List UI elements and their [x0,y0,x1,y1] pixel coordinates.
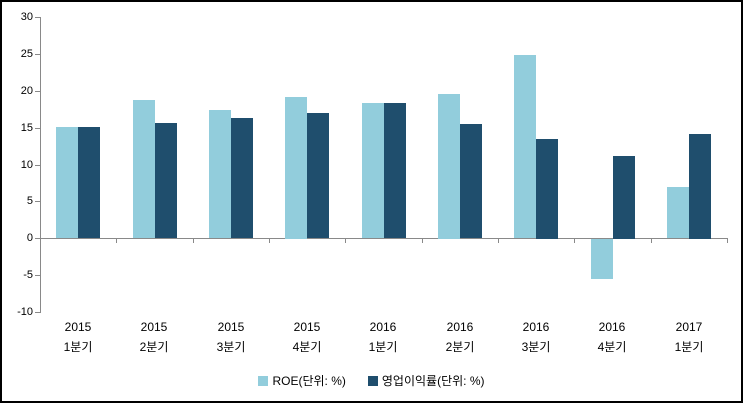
y-tick-label: -5 [23,269,33,281]
bar-roe [133,100,155,238]
x-category-label: 2015 1분기 [40,317,116,357]
x-category-year: 2015 [140,320,168,334]
y-axis-tick [35,165,40,166]
x-category-quarter: 3분기 [521,340,551,354]
x-axis-tick [116,238,117,243]
x-category-quarter: 2분기 [139,340,169,354]
legend-label-roe: ROE(단위: %) [272,374,346,388]
x-axis-tick [498,238,499,243]
x-category-quarter: 3분기 [216,340,246,354]
y-axis-tick [35,201,40,202]
x-category-quarter: 1분기 [63,340,93,354]
y-axis-line [40,17,41,313]
x-category-year: 2016 [446,320,474,334]
x-axis-tick [269,238,270,243]
bar-opm [689,134,711,239]
y-tick-label: 10 [20,159,33,171]
x-category-label: 2015 2분기 [116,317,192,357]
x-category-year: 2015 [217,320,245,334]
bar-opm [155,123,177,238]
bar-opm [613,156,635,239]
opm-series-swatch-icon [367,375,378,386]
y-tick-label: 0 [26,232,33,244]
x-axis-tick [651,238,652,243]
bar-roe [285,97,307,239]
y-axis-tick [35,54,40,55]
bar-opm [536,139,558,239]
x-category-year: 2016 [598,320,626,334]
x-category-year: 2016 [522,320,550,334]
x-category-quarter: 1분기 [368,340,398,354]
bar-opm [384,103,406,238]
x-axis-tick [40,238,41,243]
x-category-label: 2016 4분기 [574,317,650,357]
y-axis-tick [35,128,40,129]
x-axis-tick [574,238,575,243]
y-tick-label: -10 [17,306,33,318]
bar-opm [460,124,482,238]
bar-roe [362,103,384,238]
y-tick-label: 5 [26,195,33,207]
x-axis-tick [193,238,194,243]
y-tick-label: 15 [20,122,33,134]
x-axis-line [40,238,727,239]
y-tick-label: 20 [20,85,33,97]
x-category-quarter: 4분기 [597,340,627,354]
x-category-year: 2015 [64,320,92,334]
legend: ROE(단위: %) 영업이익률(단위: %) [2,372,741,389]
x-category-label: 2015 4분기 [269,317,345,357]
bar-roe [209,110,231,238]
x-category-label: 2016 2분기 [422,317,498,357]
x-category-quarter: 1분기 [674,340,704,354]
bar-opm [78,127,100,238]
x-category-quarter: 4분기 [292,340,322,354]
x-category-label: 2015 3분기 [193,317,269,357]
bar-opm [307,113,329,238]
bar-roe [667,187,689,238]
y-axis-tick [35,312,40,313]
y-axis-tick [35,238,40,239]
bar-roe [514,55,536,238]
x-axis-tick [422,238,423,243]
y-tick-label: 25 [20,48,33,60]
legend-item-roe: ROE(단위: %) [258,372,346,389]
bar-opm [231,118,253,238]
x-category-label: 2016 3분기 [498,317,574,357]
y-axis-tick [35,17,40,18]
x-category-year: 2015 [293,320,321,334]
legend-item-opm: 영업이익률(단위: %) [367,372,485,389]
y-axis-tick [35,275,40,276]
legend-label-opm: 영업이익률(단위: %) [381,374,485,388]
y-tick-label: 30 [20,11,33,23]
x-axis-tick [345,238,346,243]
x-category-label: 2016 1분기 [345,317,421,357]
bar-roe [56,127,78,238]
x-category-year: 2016 [369,320,397,334]
bar-roe [591,239,613,279]
x-category-quarter: 2분기 [445,340,475,354]
y-axis-tick [35,91,40,92]
bar-roe [438,94,460,239]
x-category-year: 2017 [675,320,703,334]
x-category-label: 2017 1분기 [651,317,727,357]
roe-series-swatch-icon [258,375,269,386]
x-axis-tick [727,238,728,243]
